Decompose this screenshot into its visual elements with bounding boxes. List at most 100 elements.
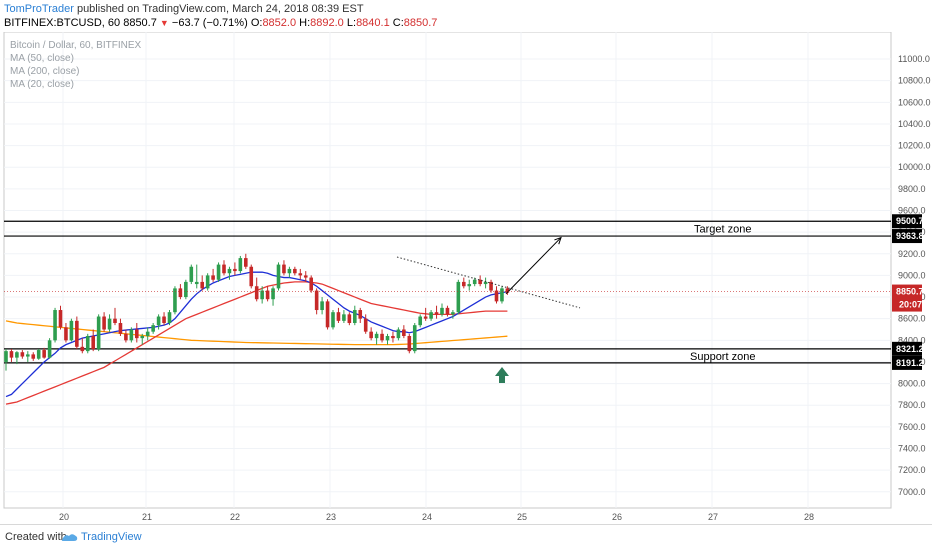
close-value: 8850.7 xyxy=(403,17,438,29)
zone-lines: Target zone Support zone xyxy=(4,220,891,364)
candle-body xyxy=(75,320,79,347)
tradingview-logo-icon[interactable] xyxy=(61,530,79,544)
candle-body xyxy=(216,264,221,280)
candle-body xyxy=(445,307,450,315)
x-tick-label: 20 xyxy=(59,512,69,522)
created-with-label: Created with xyxy=(5,531,67,543)
candle-body xyxy=(140,335,145,339)
candle-body xyxy=(184,281,188,298)
candle-body xyxy=(478,279,482,285)
candle-body xyxy=(173,288,177,313)
open-value: 8852.0 xyxy=(262,17,297,29)
candle-body xyxy=(205,275,210,289)
candle-body xyxy=(26,354,30,357)
candle-body xyxy=(118,323,123,334)
candle-body xyxy=(298,273,303,276)
x-tick-label: 27 xyxy=(708,512,718,522)
support-zone-label: Support zone xyxy=(690,351,755,363)
y-axis[interactable]: 11000.0 10800.0 10600.0 10400.0 10200.0 10000… xyxy=(898,54,931,497)
author-link[interactable]: TomProTrader xyxy=(4,3,74,15)
x-tick-label: 26 xyxy=(612,512,622,522)
candles xyxy=(4,253,510,371)
candle-body xyxy=(456,281,461,313)
candle-body xyxy=(369,331,373,339)
candle-body xyxy=(156,316,161,326)
candle-body xyxy=(462,281,466,287)
candle-body xyxy=(374,333,379,339)
symbol-label[interactable]: BITFINEX:BTCUSD, 60 xyxy=(4,17,121,29)
ma20-line xyxy=(5,271,508,398)
legend-ma200[interactable]: MA (200, close) xyxy=(10,66,79,77)
candle-body xyxy=(58,310,63,328)
high-value: 8892.0 xyxy=(310,17,344,29)
target-zone-label: Target zone xyxy=(694,224,751,236)
y-tick-label: 10600.0 xyxy=(898,97,931,107)
low-label: L: xyxy=(346,17,357,29)
change-down-icon: ▼ xyxy=(159,18,169,28)
projection-arrow-line xyxy=(505,237,562,295)
support-zone-price-label: 8191.2 xyxy=(896,358,924,368)
candle-body xyxy=(254,286,259,300)
candle-body xyxy=(69,320,74,341)
x-tick-label: 28 xyxy=(804,512,814,522)
legend-ma20[interactable]: MA (20, close) xyxy=(10,79,74,90)
header-bar: TomProTrader published on TradingView.co… xyxy=(0,0,932,32)
y-tick-label: 9200.0 xyxy=(898,249,926,259)
open-label: O: xyxy=(250,17,263,29)
candle-body xyxy=(489,281,493,291)
support-zone-price-tag xyxy=(892,341,922,356)
candle-body xyxy=(96,316,101,349)
legend-title: Bitcoin / Dollar, 60, BITFINEX xyxy=(10,40,141,51)
candle-body xyxy=(271,288,275,300)
footer-bar: Created with TradingView xyxy=(0,524,932,551)
candle-body xyxy=(353,310,357,324)
publish-info: published on TradingView.com, March 24, … xyxy=(73,3,364,15)
x-tick-label: 22 xyxy=(230,512,240,522)
candle-body xyxy=(494,290,499,302)
y-tick-label: 10200.0 xyxy=(898,141,931,151)
y-tick-label: 8400.0 xyxy=(898,335,926,345)
y-tick-label: 10000.0 xyxy=(898,162,931,172)
candle-body xyxy=(91,335,95,349)
candle-body xyxy=(434,312,439,315)
candle-body xyxy=(129,329,134,341)
candle-body xyxy=(36,350,41,359)
candle-body xyxy=(233,268,237,272)
candle-body xyxy=(358,310,363,319)
candle-body xyxy=(162,316,166,324)
resistance-trendline xyxy=(396,256,581,309)
candle-body xyxy=(287,268,292,274)
candle-body xyxy=(124,333,128,341)
last-price-label: 8850.7 xyxy=(896,287,924,297)
ma200-line xyxy=(5,320,508,346)
candle-body xyxy=(418,316,422,326)
y-tick-label: 7800.0 xyxy=(898,400,926,410)
candle-body xyxy=(178,288,183,298)
candle-body xyxy=(189,266,194,282)
candle-body xyxy=(167,312,172,324)
x-axis[interactable]: 20 21 22 23 24 25 26 27 28 xyxy=(59,512,814,522)
candle-body xyxy=(331,312,335,328)
target-zone-price-tag xyxy=(892,214,922,229)
y-tick-label: 7000.0 xyxy=(898,487,926,497)
price-chart[interactable]: Target zone Support zone 11000.0 10800.0 10… xyxy=(0,32,932,524)
candle-body xyxy=(440,307,444,315)
target-zone-price-label: 9363.8 xyxy=(896,231,924,241)
last-price-tag xyxy=(892,284,922,312)
candle-body xyxy=(429,312,433,319)
y-tick-label: 8600.0 xyxy=(898,314,926,324)
candle-body xyxy=(467,284,472,287)
chart-pane[interactable] xyxy=(3,32,892,509)
tradingview-link[interactable]: TradingView xyxy=(81,531,142,543)
candle-body xyxy=(47,340,52,358)
candle-body xyxy=(53,310,57,341)
price-change: −63.7 (−0.71%) xyxy=(171,17,248,29)
candle-body xyxy=(135,329,139,339)
support-zone-price-tag xyxy=(892,355,922,370)
high-label: H: xyxy=(299,17,311,29)
candle-body xyxy=(102,316,106,330)
candle-body xyxy=(320,301,324,311)
legend-ma50[interactable]: MA (50, close) xyxy=(10,53,74,64)
candle-body xyxy=(211,275,215,280)
candle-body xyxy=(380,333,384,341)
